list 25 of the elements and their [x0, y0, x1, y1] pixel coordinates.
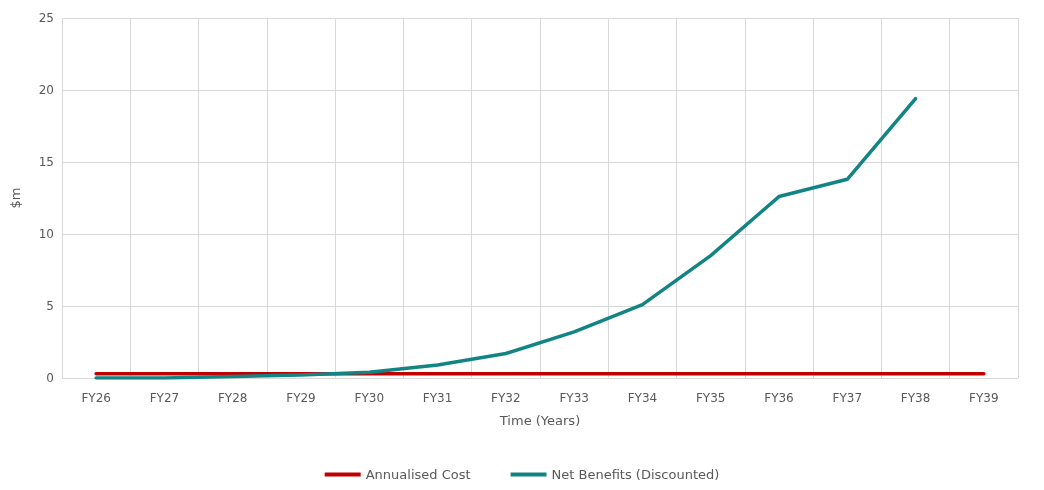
x-tick-label: FY39: [969, 391, 999, 405]
x-axis-title: Time (Years): [498, 413, 581, 428]
y-tick-label: 10: [38, 227, 54, 241]
x-tick-label: FY35: [695, 391, 726, 405]
y-tick-label: 0: [46, 371, 54, 385]
x-tick-label: FY33: [559, 391, 589, 405]
x-tick-label: FY27: [149, 391, 180, 405]
legend-label: Annualised Cost: [365, 467, 471, 482]
x-tick-label: FY26: [81, 391, 111, 405]
x-tick-label: FY30: [354, 391, 385, 405]
x-tick-label: FY34: [627, 391, 658, 405]
y-tick-label: 25: [38, 11, 54, 25]
line-series: [94, 96, 918, 380]
x-tick-label: FY32: [491, 391, 521, 405]
y-axis-title: $m: [8, 187, 23, 209]
x-tick-label: FY31: [422, 391, 453, 405]
y-tick-label: 20: [38, 83, 54, 97]
y-tick-label: 5: [46, 299, 54, 313]
x-tick-label: FY29: [286, 391, 316, 405]
legend-label: Net Benefits (Discounted): [551, 467, 720, 482]
x-tick-label: FY28: [217, 391, 248, 405]
x-tick-label: FY37: [832, 391, 863, 405]
x-tick-label: FY38: [900, 391, 931, 405]
y-tick-label: 15: [38, 155, 54, 169]
x-tick-label: FY36: [764, 391, 794, 405]
